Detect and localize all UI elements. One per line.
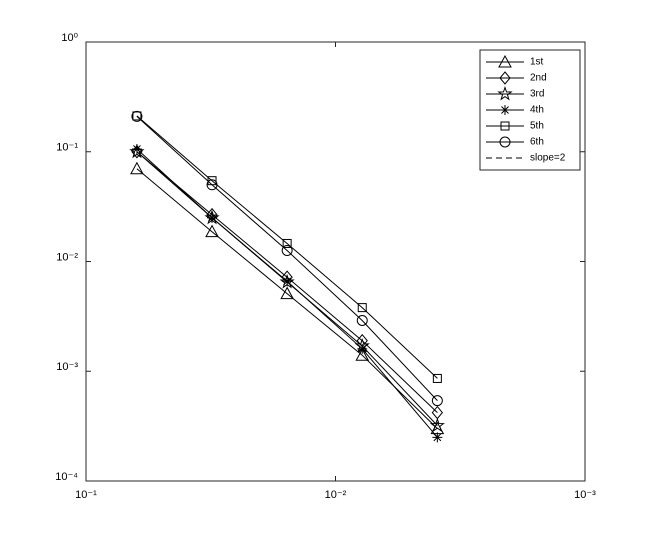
marker [206, 179, 218, 191]
y-tick-label: 10⁻³ [56, 361, 78, 373]
marker [282, 276, 293, 287]
legend-label: 2nd [530, 73, 547, 84]
marker [207, 212, 218, 223]
y-tick-label: 10⁻⁴ [55, 471, 78, 483]
marker [431, 395, 443, 407]
marker [129, 143, 145, 159]
legend-label: 3rd [530, 89, 544, 100]
legend-label: 6th [530, 137, 544, 148]
marker [355, 348, 370, 361]
x-tick-label: 10⁻³ [574, 489, 596, 501]
marker [432, 373, 442, 383]
marker [357, 303, 367, 313]
marker [499, 71, 511, 85]
marker [205, 224, 219, 238]
y-tick-label: 10⁻¹ [56, 142, 78, 154]
marker [131, 110, 143, 122]
series-line [136, 116, 438, 401]
marker [500, 121, 510, 131]
marker [131, 143, 142, 154]
marker [500, 105, 510, 115]
marker [432, 432, 443, 443]
marker [356, 315, 368, 327]
legend-label: slope=2 [530, 153, 566, 164]
marker [497, 85, 513, 101]
marker [498, 54, 512, 68]
series-line [136, 115, 438, 379]
x-tick-label: 10⁻² [325, 489, 347, 501]
marker [132, 111, 142, 121]
y-tick-label: 10⁰ [61, 32, 78, 44]
y-tick-label: 10⁻² [56, 251, 78, 263]
marker [130, 161, 144, 175]
marker [280, 286, 294, 300]
legend-label: 1st [530, 57, 544, 68]
marker [499, 136, 511, 148]
marker [357, 343, 368, 354]
legend: 1st 2nd 3rd 4th 5th 6th slope=2 [479, 49, 581, 171]
marker [429, 417, 445, 433]
series-line [136, 168, 438, 429]
marker [282, 238, 292, 248]
marker [281, 244, 293, 256]
x-tick-label: 10⁻¹ [75, 489, 97, 501]
legend-label: 5th [530, 121, 544, 132]
legend-label: 4th [530, 105, 544, 116]
